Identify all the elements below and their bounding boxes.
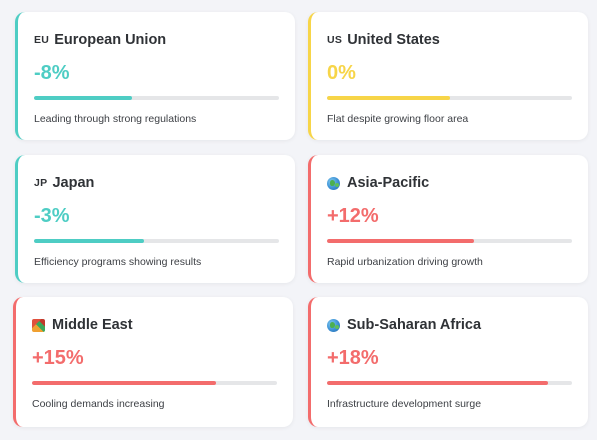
card-title: US United States bbox=[327, 30, 440, 50]
region-name: Asia-Pacific bbox=[347, 175, 430, 191]
progress-track bbox=[327, 239, 572, 243]
region-card-united-states: US United States 0% Flat despite growing… bbox=[308, 12, 588, 140]
region-description: Infrastructure development surge bbox=[327, 398, 482, 410]
change-percent: +12% bbox=[327, 205, 379, 227]
map-icon bbox=[32, 318, 45, 332]
region-card-sub-saharan-africa: Sub-Saharan Africa +18% Infrastructure d… bbox=[308, 297, 588, 427]
change-percent: -8% bbox=[34, 62, 70, 84]
region-name: Middle East bbox=[52, 317, 133, 333]
progress-track bbox=[34, 239, 279, 243]
progress-fill bbox=[34, 96, 132, 100]
region-description: Rapid urbanization driving growth bbox=[327, 256, 483, 268]
progress-track bbox=[34, 96, 279, 100]
region-description: Efficiency programs showing results bbox=[34, 256, 202, 268]
region-name: Japan bbox=[52, 175, 95, 191]
card-title: JP Japan bbox=[34, 173, 94, 193]
card-title: Asia-Pacific bbox=[327, 173, 429, 193]
region-name: European Union bbox=[54, 32, 167, 48]
card-title: Sub-Saharan Africa bbox=[327, 315, 481, 335]
us-flag-icon: US bbox=[327, 34, 343, 46]
region-name: United States bbox=[347, 32, 440, 48]
card-title: EU European Union bbox=[34, 30, 166, 50]
progress-fill bbox=[34, 239, 145, 243]
progress-fill bbox=[327, 381, 548, 385]
change-percent: +18% bbox=[327, 347, 379, 369]
region-card-japan: JP Japan -3% Efficiency programs showing… bbox=[15, 155, 295, 283]
region-description: Leading through strong regulations bbox=[34, 113, 197, 125]
progress-track bbox=[327, 96, 572, 100]
region-card-european-union: EU European Union -8% Leading through st… bbox=[15, 12, 295, 140]
region-name: Sub-Saharan Africa bbox=[347, 317, 482, 333]
change-percent: +15% bbox=[32, 347, 84, 369]
progress-track bbox=[32, 381, 277, 385]
region-card-asia-pacific: Asia-Pacific +12% Rapid urbanization dri… bbox=[308, 155, 588, 283]
progress-track bbox=[327, 381, 572, 385]
progress-fill bbox=[327, 96, 450, 100]
jp-flag-icon: JP bbox=[34, 177, 48, 189]
progress-fill bbox=[32, 381, 216, 385]
eu-flag-icon: EU bbox=[34, 34, 50, 46]
region-description: Cooling demands increasing bbox=[32, 398, 165, 410]
globe-icon bbox=[327, 176, 340, 190]
card-title: Middle East bbox=[32, 315, 133, 335]
progress-fill bbox=[327, 239, 474, 243]
region-description: Flat despite growing floor area bbox=[327, 113, 469, 125]
change-percent: 0% bbox=[327, 62, 356, 84]
change-percent: -3% bbox=[34, 205, 70, 227]
globe-icon bbox=[327, 318, 340, 332]
region-card-middle-east: Middle East +15% Cooling demands increas… bbox=[13, 297, 293, 427]
